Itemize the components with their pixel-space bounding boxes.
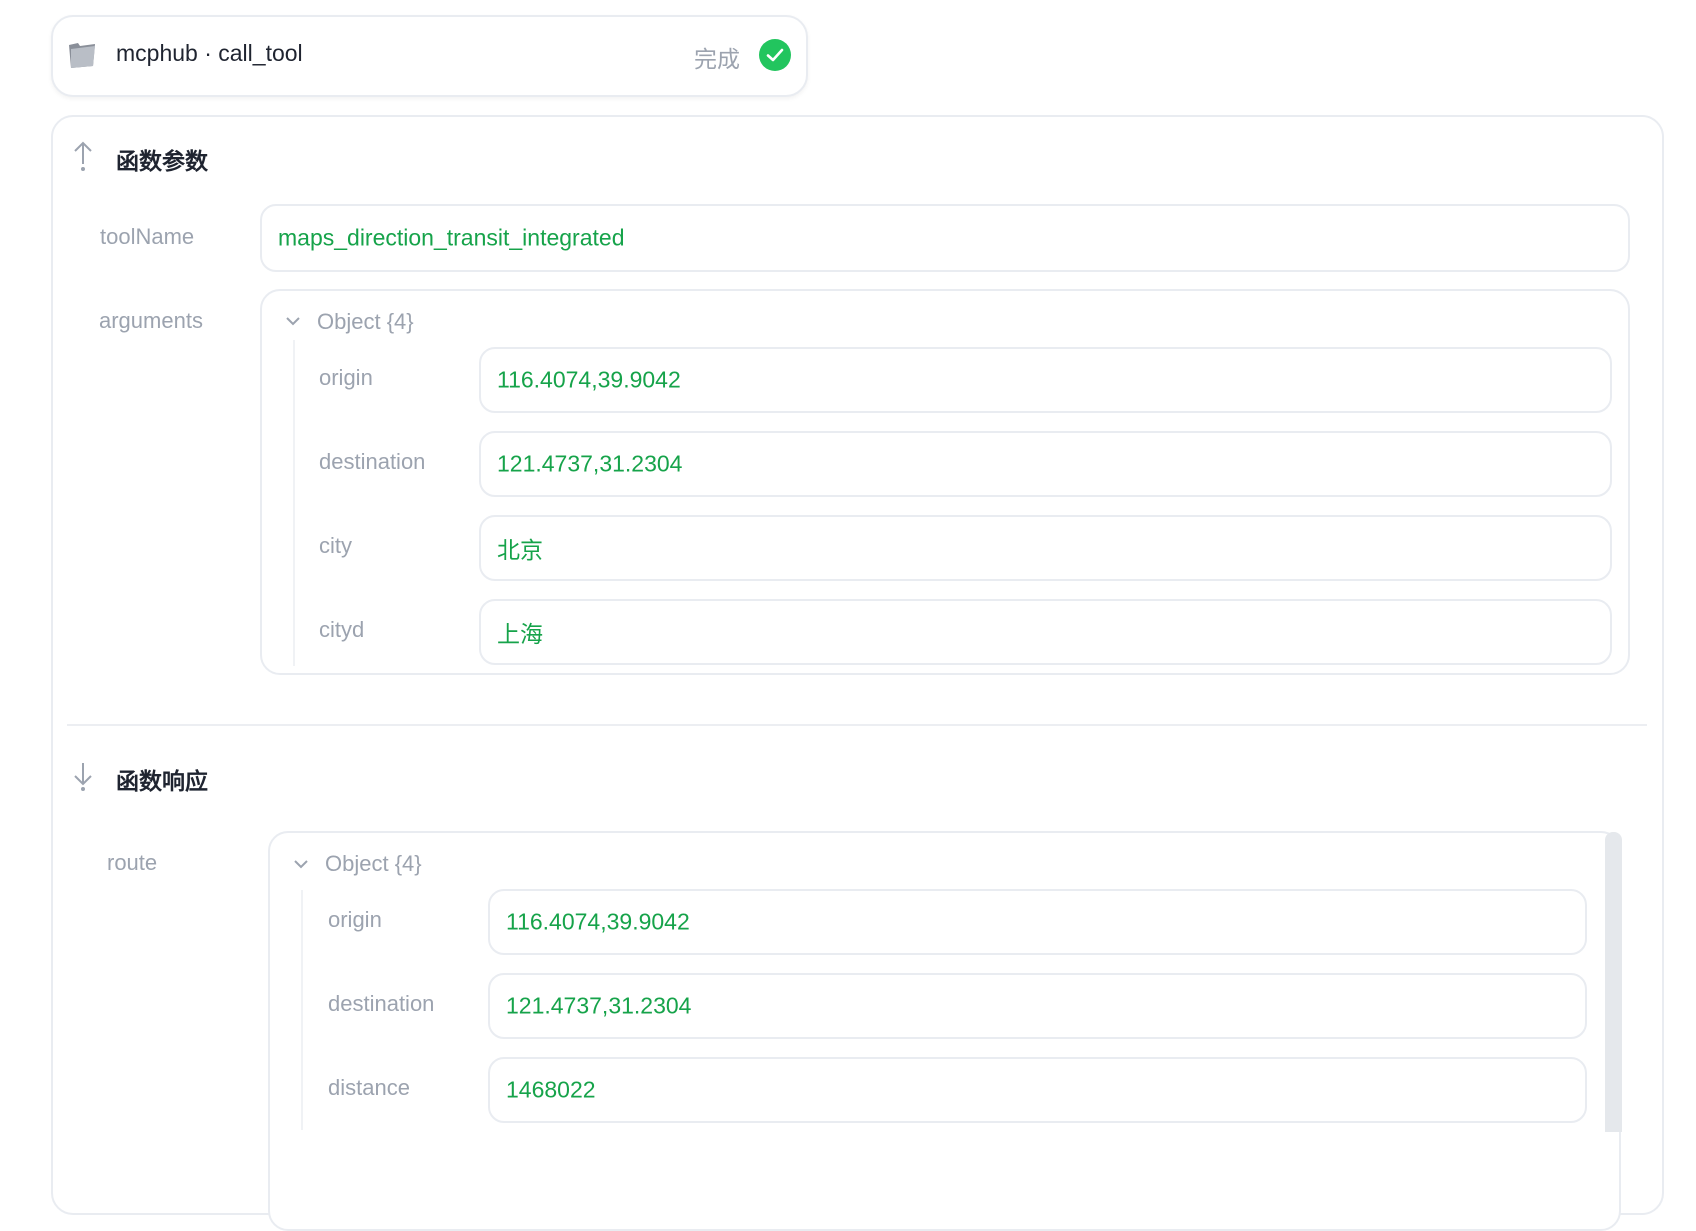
field-value-box[interactable]: 116.4074,39.9042 [479, 347, 1612, 413]
tree-guide [301, 890, 303, 1130]
response-section-title: 函数响应 [116, 768, 208, 794]
field-key: destination [319, 449, 426, 474]
object-toggle[interactable]: Object {4} [325, 851, 422, 876]
section-divider [67, 724, 1647, 726]
field-value: 121.4737,31.2304 [506, 992, 692, 1019]
tool-call-header[interactable] [51, 15, 808, 97]
field-value: 上海 [497, 621, 543, 647]
field-key: origin [328, 907, 382, 932]
status-text: 完成 [694, 46, 740, 72]
arguments-label: arguments [99, 308, 203, 333]
field-value-box[interactable]: 121.4737,31.2304 [488, 973, 1587, 1039]
folder-icon [69, 43, 95, 68]
field-key: city [319, 533, 352, 558]
field-value-box[interactable]: 116.4074,39.9042 [488, 889, 1587, 955]
field-value-box[interactable]: 上海 [479, 599, 1612, 665]
field-value: 北京 [497, 537, 543, 563]
field-value: 116.4074,39.9042 [506, 908, 690, 935]
field-value-box[interactable]: 北京 [479, 515, 1612, 581]
arrow-up-icon [74, 141, 92, 171]
field-value-box[interactable]: 121.4737,31.2304 [479, 431, 1612, 497]
field-value-box[interactable]: 1468022 [488, 1057, 1587, 1123]
check-circle-icon [759, 39, 791, 71]
arrow-down-icon [74, 763, 92, 791]
field-value: 121.4737,31.2304 [497, 450, 683, 477]
toolname-field[interactable]: maps_direction_transit_integrated [260, 204, 1630, 272]
field-key: origin [319, 365, 373, 390]
tool-call-title: mcphub · call_tool [116, 40, 303, 66]
field-value: 116.4074,39.9042 [497, 366, 681, 393]
toolname-label: toolName [100, 224, 195, 249]
field-value: 1468022 [506, 1076, 596, 1103]
params-section-title: 函数参数 [116, 148, 208, 174]
field-key: distance [328, 1075, 410, 1100]
field-key: destination [328, 991, 435, 1016]
object-toggle[interactable]: Object {4} [317, 309, 414, 334]
route-label: route [107, 850, 158, 875]
tree-guide [293, 340, 295, 666]
chevron-down-icon[interactable] [285, 314, 301, 328]
scrollbar[interactable] [1605, 832, 1622, 1132]
field-key: cityd [319, 617, 365, 642]
chevron-down-icon[interactable] [293, 857, 309, 871]
toolname-value: maps_direction_transit_integrated [278, 224, 625, 251]
